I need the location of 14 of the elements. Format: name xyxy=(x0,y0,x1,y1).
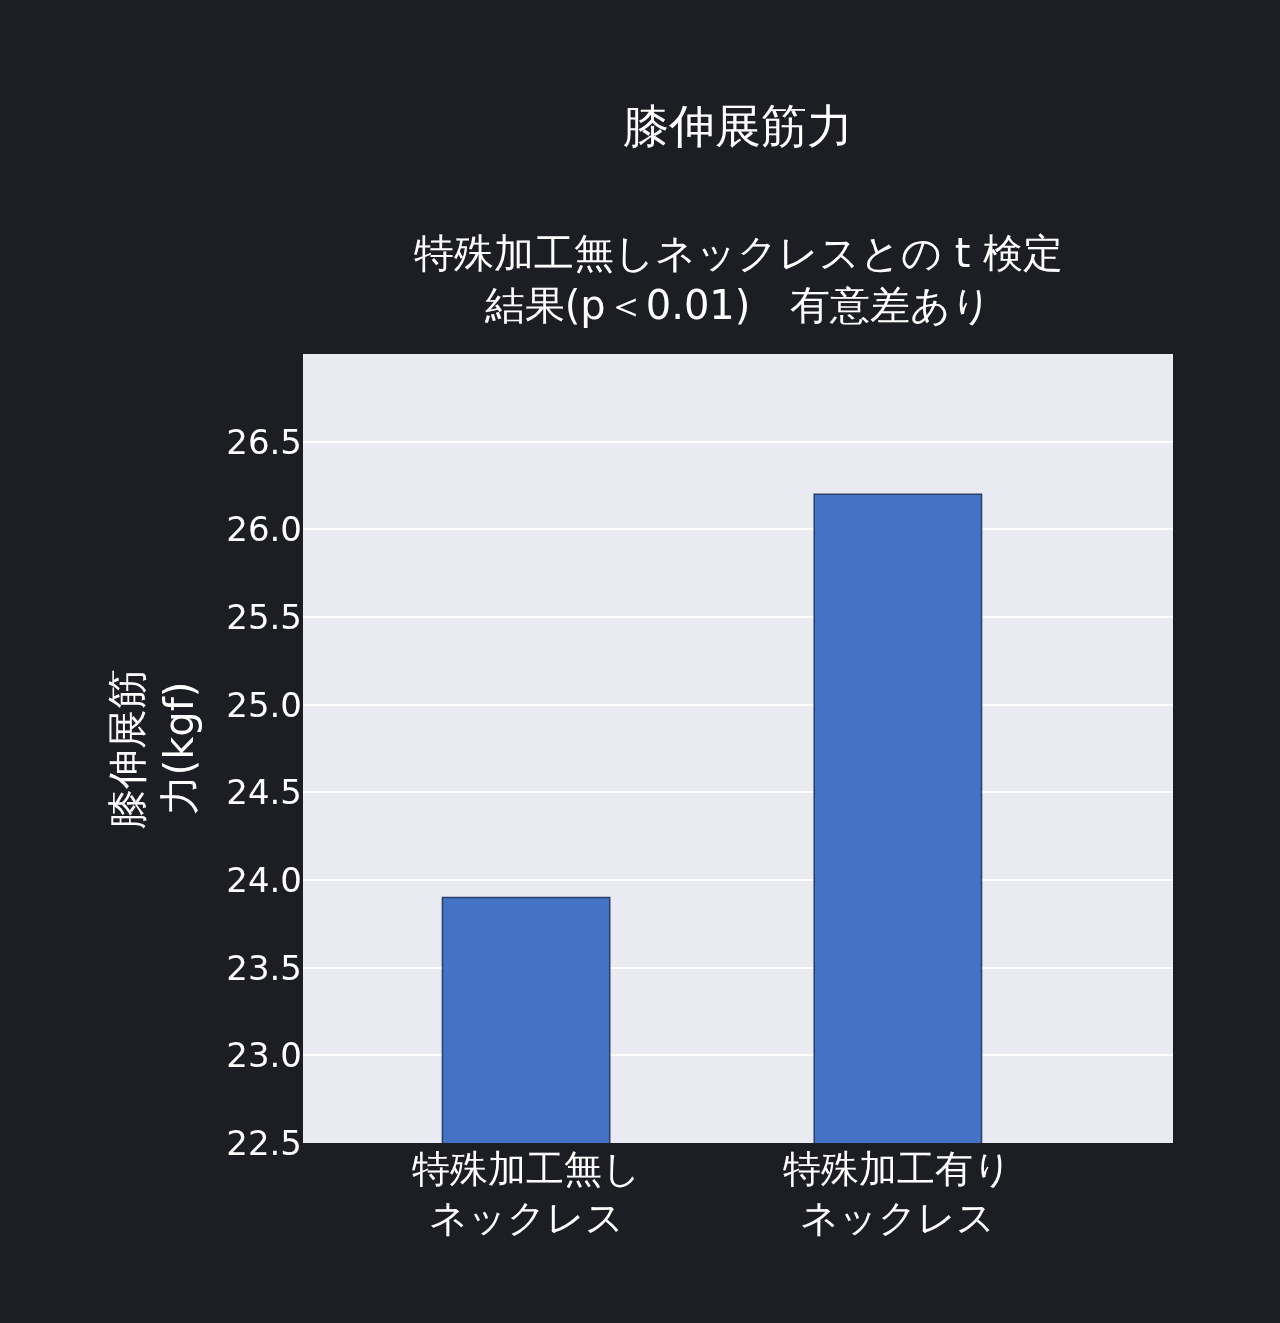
y-tick-label: 23.5 xyxy=(226,947,302,988)
chart-subtitle: 特殊加工無しネックレスとの t 検定結果(p＜0.01) 有意差あり xyxy=(414,230,1064,328)
y-axis-title: 膝伸展筋力(kgf) xyxy=(103,668,202,829)
y-tick-label: 24.5 xyxy=(226,772,302,813)
y-tick-label: 26.5 xyxy=(226,421,302,462)
y-tick-label: 23.0 xyxy=(226,1035,302,1076)
y-tick-label: 24.0 xyxy=(226,859,302,900)
x-tick-label: 特殊加工有りネックレス xyxy=(783,1147,1013,1241)
y-tick-label: 22.5 xyxy=(226,1122,302,1163)
y-tick-label: 25.0 xyxy=(226,684,302,725)
y-tick-label: 25.5 xyxy=(226,596,302,637)
x-tick-label: 特殊加工無しネックレス xyxy=(411,1147,641,1241)
chart-title: 膝伸展筋力 xyxy=(623,98,853,153)
y-tick-label: 26.0 xyxy=(226,509,302,550)
